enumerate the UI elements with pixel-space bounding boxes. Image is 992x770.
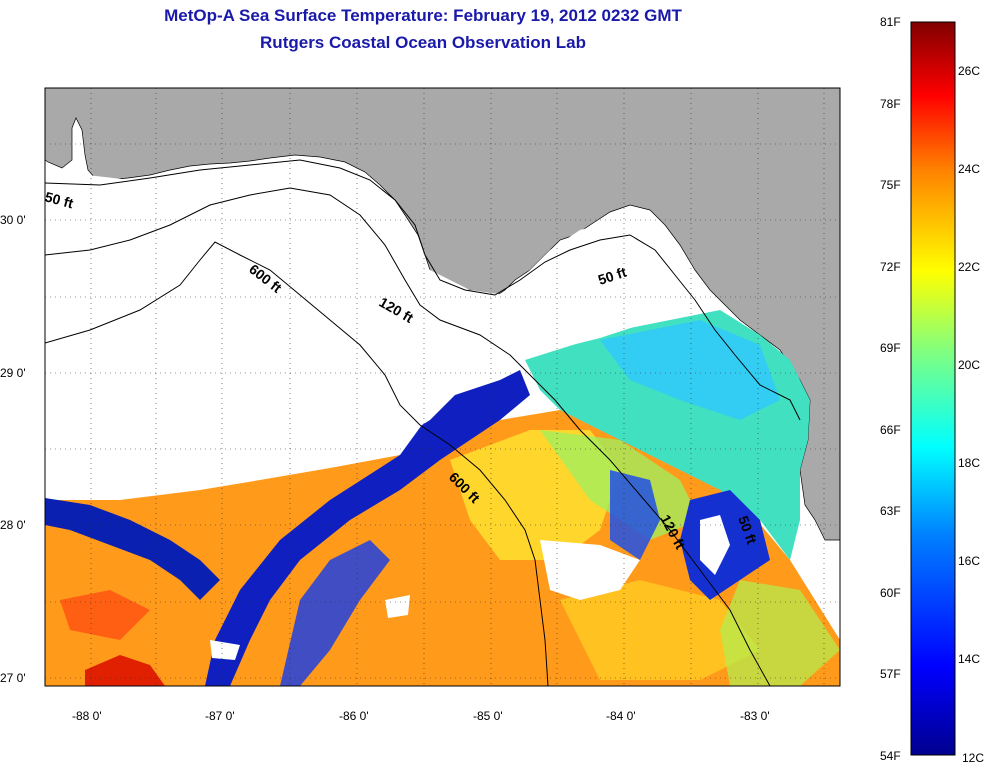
colorbar-f-label: 81F bbox=[880, 15, 901, 29]
x-tick-label: -85 0' bbox=[473, 709, 503, 723]
colorbar-celsius-labels: 26C 24C 22C 20C 18C 16C 14C 12C bbox=[958, 64, 984, 765]
y-tick-label: 29 0' bbox=[0, 366, 26, 380]
y-tick-label: 27 0' bbox=[0, 671, 26, 685]
colorbar-f-label: 75F bbox=[880, 178, 901, 192]
colorbar-c-label: 14C bbox=[958, 652, 980, 666]
contour-label: 50 ft bbox=[43, 188, 75, 211]
x-tick-label: -87 0' bbox=[205, 709, 235, 723]
colorbar bbox=[910, 21, 956, 756]
colorbar-c-label: 16C bbox=[958, 554, 980, 568]
colorbar-c-label: 18C bbox=[958, 456, 980, 470]
colorbar-f-label: 66F bbox=[880, 423, 901, 437]
colorbar-fahrenheit-labels: 81F 78F 75F 72F 69F 66F 63F 60F 57F 54F bbox=[880, 15, 901, 763]
sst-cold-band bbox=[205, 370, 530, 686]
y-tick-label: 28 0' bbox=[0, 518, 26, 532]
y-tick-label: 30 0' bbox=[0, 213, 26, 227]
x-tick-label: -83 0' bbox=[740, 709, 770, 723]
colorbar-c-label: 26C bbox=[958, 64, 980, 78]
colorbar-f-label: 63F bbox=[880, 504, 901, 518]
colorbar-c-label: 20C bbox=[958, 358, 980, 372]
colorbar-f-label: 72F bbox=[880, 260, 901, 274]
colorbar-f-label: 57F bbox=[880, 667, 901, 681]
colorbar-f-label: 60F bbox=[880, 586, 901, 600]
plot-frame bbox=[44, 87, 841, 687]
contour-120ft bbox=[45, 187, 771, 686]
colorbar-c-label: 24C bbox=[958, 162, 980, 176]
colorbar-f-label: 78F bbox=[880, 97, 901, 111]
map-subtitle: Rutgers Coastal Ocean Observation Lab bbox=[260, 33, 586, 52]
map-title: MetOp-A Sea Surface Temperature: Februar… bbox=[164, 6, 682, 25]
colorbar-c-label: 22C bbox=[958, 260, 980, 274]
x-tick-label: -84 0' bbox=[606, 709, 636, 723]
x-tick-label: -88 0' bbox=[72, 709, 102, 723]
contour-50ft bbox=[45, 159, 801, 421]
contour-600ft bbox=[45, 241, 549, 686]
x-tick-label: -86 0' bbox=[339, 709, 369, 723]
colorbar-f-label: 54F bbox=[880, 749, 901, 763]
colorbar-f-label: 69F bbox=[880, 341, 901, 355]
colorbar-c-label: 12C bbox=[962, 751, 984, 765]
